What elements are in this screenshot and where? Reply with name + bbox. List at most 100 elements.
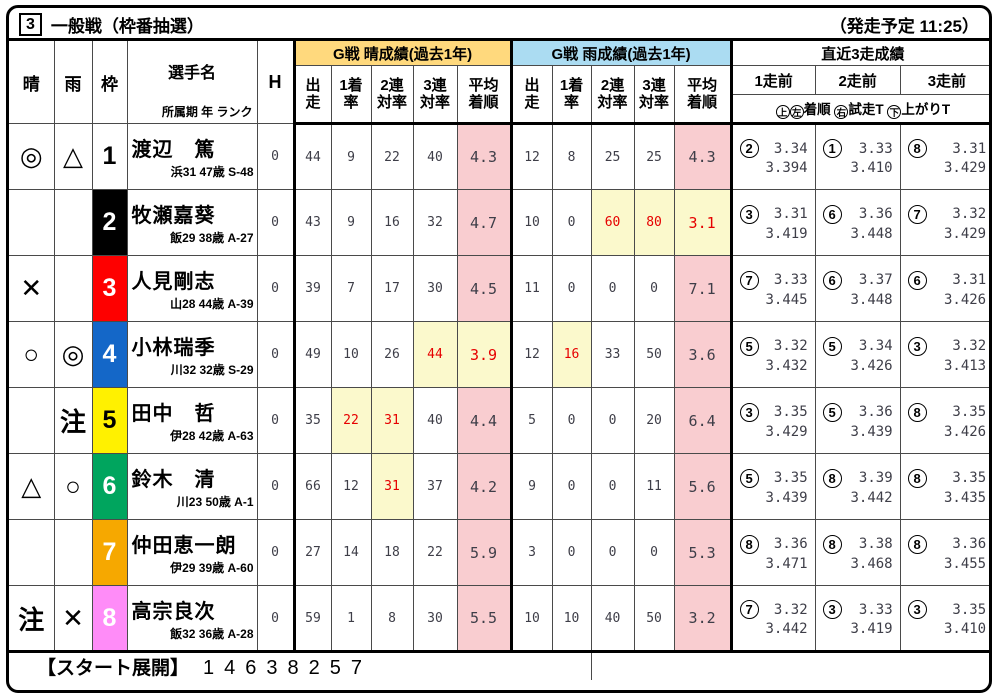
player-name: 田中 哲	[131, 403, 216, 425]
rain-stat-cell: 0	[590, 387, 635, 454]
sun-mark: ◎	[9, 123, 55, 190]
rain-stat-cell: 9	[509, 453, 553, 520]
rain-stat-cell: 40	[590, 585, 635, 652]
player-row: 注 5 田中 哲伊28 42歳 A-63 0 35 22 31 40 4.4 5 0 0 20 6.4 3 3…	[9, 387, 989, 454]
sun-stat-cell: 49	[292, 321, 332, 388]
player-name: 牧瀬嘉葵	[131, 205, 216, 227]
recent-run-cell: 8 3.39 3.442	[814, 453, 901, 520]
trial-time: 3.32	[952, 206, 987, 222]
sun-stat-cell: 59	[292, 585, 332, 652]
sun-stat-cell: 30	[412, 585, 458, 652]
player-name: 高宗良次	[131, 600, 216, 623]
trial-time: 3.32	[773, 601, 808, 618]
sun-stat-cell: 40	[412, 123, 458, 190]
rain-stat-cell: 12	[509, 321, 553, 388]
sun-mark	[9, 519, 55, 586]
player-profile: 川23 50歳 A-1	[176, 495, 254, 509]
player-name: 人見剛志	[131, 271, 216, 293]
finish-position: 8	[907, 139, 927, 158]
sun-stat-cell: 44	[412, 321, 458, 388]
rain-stat-cell: 0	[590, 453, 635, 520]
sun-stat-cell: 7	[330, 255, 372, 322]
rain-quinella-rate-header: 2連 対率	[590, 65, 635, 125]
finish-position: 3	[907, 336, 927, 356]
sun-stat-cell: 17	[370, 255, 414, 322]
rain-mark: ✕	[53, 585, 93, 652]
start-forecast-row: 【スタート展開】 14638257	[9, 650, 989, 680]
rain-stat-cell: 0	[551, 255, 592, 322]
start-time-label: （発走予定 11:25）	[829, 16, 979, 36]
lap-time: 3.426	[850, 357, 893, 374]
recent-run-cell: 3 3.35 3.429	[729, 387, 816, 454]
sun-stat-cell: 32	[412, 189, 458, 256]
trial-time: 3.36	[858, 206, 893, 222]
trial-time: 3.33	[773, 272, 808, 288]
recent-run-cell: 3 3.32 3.413	[899, 321, 989, 388]
circled-top-icon: 上	[775, 105, 790, 119]
sun-stat-cell: 4.7	[456, 189, 512, 256]
recent-run-cell: 6 3.36 3.448	[814, 189, 901, 256]
lap-time: 3.419	[765, 225, 808, 242]
rain-stat-cell: 5	[509, 387, 553, 454]
sun-stat-cell: 16	[370, 189, 414, 256]
handicap-value: 0	[256, 123, 295, 190]
start-forecast-cell: 【スタート展開】 14638257	[9, 650, 592, 680]
finish-position: 2	[739, 139, 759, 158]
lap-time: 3.429	[943, 225, 987, 242]
handicap-value: 0	[256, 387, 295, 454]
rain-stat-cell: 7.1	[673, 255, 732, 322]
rain-mark: △	[53, 123, 93, 190]
player-profile: 川32 32歳 S-29	[170, 363, 254, 377]
recent-col-2-header: 2走前	[814, 65, 901, 95]
rain-stat-cell: 10	[551, 585, 592, 652]
trial-time: 3.36	[773, 536, 808, 552]
player-profile: 浜31 47歳 S-48	[170, 165, 254, 179]
recent-section-header: 直近3走成績	[729, 39, 989, 66]
rain-stat-cell: 16	[551, 321, 592, 388]
trial-time: 3.38	[858, 536, 893, 552]
recent-run-cell: 8 3.35 3.435	[899, 453, 989, 520]
rain-stat-cell: 4.3	[673, 123, 732, 190]
sun-section-header: G戦 晴成績(過去1年)	[292, 39, 512, 66]
sun-stat-cell: 22	[330, 387, 372, 454]
sun-avg-finish-header: 平均 着順	[456, 65, 512, 125]
sun-stat-cell: 1	[330, 585, 372, 652]
rain-stat-cell: 0	[551, 519, 592, 586]
sun-stat-cell: 44	[292, 123, 332, 190]
rain-stat-cell: 3	[509, 519, 553, 586]
player-profile: 伊28 42歳 A-63	[170, 429, 254, 443]
sun-stat-cell: 27	[292, 519, 332, 586]
handicap-value: 0	[256, 321, 295, 388]
sun-stat-cell: 26	[370, 321, 414, 388]
rain-stat-cell: 12	[509, 123, 553, 190]
recent-run-cell: 8 3.35 3.426	[899, 387, 989, 454]
circled-left-icon: 左	[789, 105, 804, 119]
lap-time: 3.429	[943, 160, 987, 176]
finish-position: 1	[822, 139, 842, 158]
recent-run-cell: 7 3.33 3.445	[729, 255, 816, 322]
sun-stat-cell: 9	[330, 189, 372, 256]
finish-position: 6	[907, 270, 927, 290]
rain-mark: ○	[53, 453, 93, 520]
rain-stat-cell: 0	[590, 255, 635, 322]
rain-stat-cell: 0	[633, 255, 675, 322]
finish-position: 8	[907, 402, 927, 422]
col-header-player: 選手名 所属期 年 ランク	[126, 39, 258, 124]
player-name: 仲田恵一朗	[131, 535, 237, 557]
player-name: 鈴木 清	[131, 469, 216, 491]
handicap-value: 0	[256, 189, 295, 256]
trial-time: 3.37	[858, 272, 893, 288]
sun-stat-cell: 5.5	[456, 585, 512, 652]
col-header-frame: 枠	[91, 39, 128, 124]
sun-stat-cell: 4.5	[456, 255, 512, 322]
frame-number: 7	[91, 519, 128, 586]
rain-stat-cell: 6.4	[673, 387, 732, 454]
player-profile: 山28 44歳 A-39	[170, 297, 254, 311]
sun-stat-cell: 8	[370, 585, 414, 652]
rain-avg-finish-header: 平均 着順	[673, 65, 732, 125]
col-header-rain: 雨	[53, 39, 93, 124]
sun-stat-cell: 22	[370, 123, 414, 190]
player-header-label: 選手名	[167, 65, 216, 82]
sun-stat-cell: 4.2	[456, 453, 512, 520]
frame-number: 8	[91, 585, 128, 652]
